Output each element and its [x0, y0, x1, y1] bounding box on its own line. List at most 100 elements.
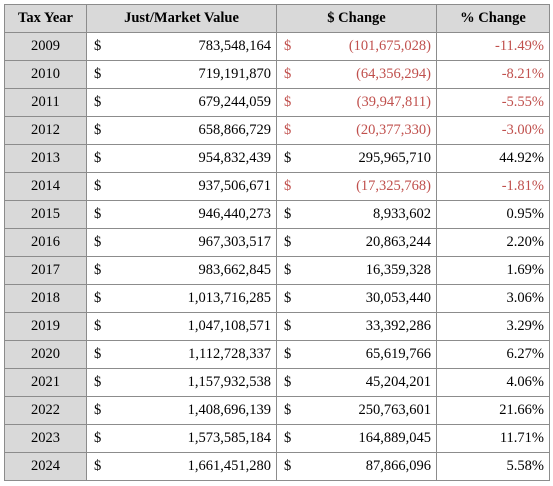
- market-value-cell: $1,013,716,285: [86, 284, 277, 313]
- currency-symbol: $: [94, 94, 102, 110]
- dollar-change-cell: $295,965,710: [276, 144, 437, 173]
- market-value-cell: $679,244,059: [86, 88, 277, 117]
- market-value: 1,047,108,571: [187, 318, 271, 334]
- dollar-change-cell: $ (39,947,811): [276, 88, 437, 117]
- market-value-cell: $946,440,273: [86, 200, 277, 229]
- market-value: 954,832,439: [198, 150, 272, 166]
- table-row: 2024 $1,661,451,280 $87,866,096 5.58%: [4, 452, 550, 481]
- dollar-change-cell: $164,889,045: [276, 424, 437, 453]
- dollar-change: (17,325,768): [356, 178, 431, 194]
- percent-change-cell: 3.29%: [436, 312, 550, 341]
- currency-symbol: $: [284, 150, 292, 166]
- market-value: 1,013,716,285: [187, 290, 271, 306]
- currency-symbol: $: [94, 318, 102, 334]
- dollar-change: 250,763,601: [358, 402, 432, 418]
- market-value-cell: $983,662,845: [86, 256, 277, 285]
- percent-change-cell: -11.49%: [436, 32, 550, 61]
- market-value: 967,303,517: [198, 234, 272, 250]
- market-value-cell: $967,303,517: [86, 228, 277, 257]
- percent-change-cell: 44.92%: [436, 144, 550, 173]
- tax-year-cell: 2010: [4, 60, 87, 89]
- header-row: Tax Year Just/Market Value $ Change % Ch…: [4, 4, 550, 33]
- percent-change-cell: 6.27%: [436, 340, 550, 369]
- table-body: 2009 $783,548,164 $ (101,675,028) -11.49% 201…: [4, 32, 550, 481]
- dollar-change: 33,392,286: [365, 318, 431, 334]
- currency-symbol: $: [94, 122, 102, 138]
- dollar-change-cell: $ (20,377,330): [276, 116, 437, 145]
- dollar-change-cell: $250,763,601: [276, 396, 437, 425]
- table-row: 2011 $679,244,059 $ (39,947,811) -5.55%: [4, 88, 550, 117]
- currency-symbol: $: [94, 178, 102, 194]
- currency-symbol: $: [94, 430, 102, 446]
- tax-year-cell: 2023: [4, 424, 87, 453]
- percent-change-cell: -1.81%: [436, 172, 550, 201]
- currency-symbol: $: [94, 66, 102, 82]
- dollar-change: 65,619,766: [365, 346, 431, 362]
- table-row: 2009 $783,548,164 $ (101,675,028) -11.49%: [4, 32, 550, 61]
- market-value: 1,661,451,280: [187, 458, 271, 474]
- table-row: 2016 $967,303,517 $20,863,244 2.20%: [4, 228, 550, 257]
- market-value-cell: $1,573,585,184: [86, 424, 277, 453]
- currency-symbol: $: [284, 122, 292, 138]
- dollar-change: (101,675,028): [348, 38, 431, 54]
- percent-change-cell: -3.00%: [436, 116, 550, 145]
- market-value: 783,548,164: [198, 38, 272, 54]
- market-value-cell: $954,832,439: [86, 144, 277, 173]
- percent-change-cell: 21.66%: [436, 396, 550, 425]
- currency-symbol: $: [284, 94, 292, 110]
- percent-change-cell: 0.95%: [436, 200, 550, 229]
- dollar-change: 8,933,602: [373, 206, 431, 222]
- dollar-change-cell: $87,866,096: [276, 452, 437, 481]
- table-row: 2014 $937,506,671 $ (17,325,768) -1.81%: [4, 172, 550, 201]
- market-value: 1,408,696,139: [187, 402, 271, 418]
- dollar-change-cell: $65,619,766: [276, 340, 437, 369]
- currency-symbol: $: [94, 290, 102, 306]
- dollar-change-cell: $33,392,286: [276, 312, 437, 341]
- header-dollar-change: $ Change: [276, 4, 437, 33]
- currency-symbol: $: [94, 374, 102, 390]
- tax-year-cell: 2017: [4, 256, 87, 285]
- market-value-cell: $1,112,728,337: [86, 340, 277, 369]
- tax-year-cell: 2020: [4, 340, 87, 369]
- market-value: 1,112,728,337: [188, 346, 271, 362]
- currency-symbol: $: [284, 262, 292, 278]
- header-just-market-value: Just/Market Value: [86, 4, 277, 33]
- dollar-change: 30,053,440: [365, 290, 431, 306]
- table-row: 2018 $1,013,716,285 $30,053,440 3.06%: [4, 284, 550, 313]
- currency-symbol: $: [284, 318, 292, 334]
- currency-symbol: $: [284, 290, 292, 306]
- percent-change-cell: 4.06%: [436, 368, 550, 397]
- market-value-cell: $1,047,108,571: [86, 312, 277, 341]
- tax-year-cell: 2016: [4, 228, 87, 257]
- market-value-cell: $937,506,671: [86, 172, 277, 201]
- currency-symbol: $: [284, 38, 292, 54]
- currency-symbol: $: [284, 458, 292, 474]
- header-percent-change: % Change: [436, 4, 550, 33]
- currency-symbol: $: [94, 346, 102, 362]
- dollar-change: (20,377,330): [356, 122, 431, 138]
- percent-change-cell: -5.55%: [436, 88, 550, 117]
- market-value-cell: $783,548,164: [86, 32, 277, 61]
- currency-symbol: $: [94, 402, 102, 418]
- dollar-change-cell: $8,933,602: [276, 200, 437, 229]
- market-value: 937,506,671: [198, 178, 272, 194]
- dollar-change-cell: $16,359,328: [276, 256, 437, 285]
- tax-year-cell: 2013: [4, 144, 87, 173]
- dollar-change: 164,889,045: [358, 430, 432, 446]
- table-row: 2023 $1,573,585,184 $164,889,045 11.71%: [4, 424, 550, 453]
- market-value-table: Tax Year Just/Market Value $ Change % Ch…: [4, 4, 550, 481]
- percent-change-cell: 5.58%: [436, 452, 550, 481]
- dollar-change-cell: $ (17,325,768): [276, 172, 437, 201]
- tax-year-cell: 2011: [4, 88, 87, 117]
- table-row: 2022 $1,408,696,139 $250,763,601 21.66%: [4, 396, 550, 425]
- market-value: 679,244,059: [198, 94, 272, 110]
- table-row: 2017 $983,662,845 $16,359,328 1.69%: [4, 256, 550, 285]
- currency-symbol: $: [284, 178, 292, 194]
- header-tax-year: Tax Year: [4, 4, 87, 33]
- currency-symbol: $: [94, 150, 102, 166]
- market-value: 1,157,932,538: [187, 374, 271, 390]
- market-value: 658,866,729: [198, 122, 272, 138]
- dollar-change-cell: $ (101,675,028): [276, 32, 437, 61]
- currency-symbol: $: [284, 234, 292, 250]
- tax-year-cell: 2024: [4, 452, 87, 481]
